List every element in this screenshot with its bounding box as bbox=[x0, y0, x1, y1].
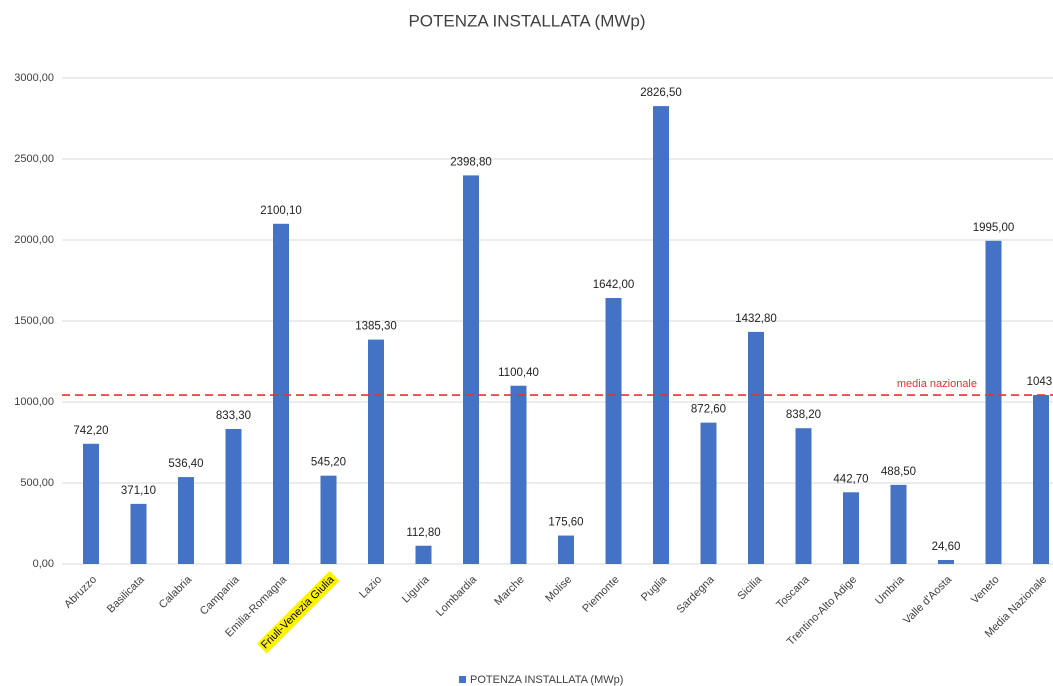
y-tick-label: 1000,00 bbox=[14, 396, 54, 408]
y-tick-label: 500,00 bbox=[20, 477, 54, 489]
chart-title: POTENZA INSTALLATA (MWp) bbox=[408, 11, 645, 30]
y-tick-label: 2000,00 bbox=[14, 234, 54, 246]
bar bbox=[890, 484, 907, 564]
x-tick-group: Puglia bbox=[639, 573, 670, 604]
x-tick-group: Sardegna bbox=[674, 573, 717, 616]
x-tick-label: Lombardia bbox=[434, 573, 480, 619]
bar bbox=[510, 385, 527, 564]
x-tick-label: Umbria bbox=[873, 573, 907, 607]
x-tick-group: Friuli-Venezia Giulia bbox=[256, 570, 340, 654]
x-tick-label: Abruzzo bbox=[62, 574, 99, 611]
data-label: 1385,30 bbox=[355, 321, 397, 333]
bar bbox=[463, 175, 479, 564]
x-tick-group: Campania bbox=[198, 573, 243, 618]
x-tick-group: Lazio bbox=[357, 574, 384, 601]
x-tick-label: Piemonte bbox=[580, 574, 621, 615]
x-tick-label: Valle d'Aosta bbox=[901, 573, 955, 627]
data-label: 371,10 bbox=[121, 485, 156, 497]
y-tick-label: 3000,00 bbox=[14, 72, 54, 84]
x-tick-group: Calabria bbox=[157, 573, 195, 611]
data-label: 1043, bbox=[1027, 376, 1053, 388]
data-label: 112,80 bbox=[406, 527, 440, 539]
x-tick-label: Sicilia bbox=[735, 573, 764, 602]
label-highlight bbox=[256, 570, 340, 654]
x-tick-group: Liguria bbox=[400, 573, 432, 605]
data-label: 536,40 bbox=[168, 458, 203, 470]
x-tick-label: Molise bbox=[543, 574, 574, 605]
data-label: 545,20 bbox=[311, 457, 346, 469]
data-label: 1432,80 bbox=[735, 313, 777, 325]
bar bbox=[700, 422, 717, 564]
x-tick-group: Molise bbox=[543, 574, 574, 605]
bar bbox=[1033, 395, 1049, 564]
data-label: 2100,10 bbox=[260, 205, 302, 217]
reference-label: media nazionale bbox=[897, 378, 977, 390]
data-label: 24,60 bbox=[932, 541, 961, 553]
bar bbox=[368, 339, 384, 564]
data-label: 2826,50 bbox=[640, 87, 682, 99]
bar bbox=[320, 475, 337, 564]
x-tick-group: Piemonte bbox=[580, 574, 621, 615]
y-tick-label: 1500,00 bbox=[14, 315, 54, 327]
x-tick-label: Basilicata bbox=[105, 573, 147, 615]
bar bbox=[83, 443, 99, 564]
x-tick-group: Basilicata bbox=[105, 573, 147, 615]
y-tick-label: 0,00 bbox=[33, 558, 54, 570]
data-label: 488,50 bbox=[881, 466, 916, 478]
x-tick-group: Marche bbox=[492, 574, 526, 608]
x-tick-group: Sicilia bbox=[735, 573, 764, 602]
bar bbox=[605, 297, 622, 564]
bar bbox=[273, 223, 289, 564]
data-label: 1995,00 bbox=[973, 222, 1015, 234]
x-tick-group: Umbria bbox=[873, 573, 907, 607]
y-tick-label: 2500,00 bbox=[14, 153, 54, 165]
x-tick-group: Abruzzo bbox=[62, 574, 99, 611]
data-label: 872,60 bbox=[691, 404, 726, 416]
x-tick-label: Puglia bbox=[639, 573, 670, 604]
data-label: 742,20 bbox=[73, 425, 108, 437]
data-label: 833,30 bbox=[216, 410, 251, 422]
x-tick-label: Liguria bbox=[400, 573, 432, 605]
x-tick-label: Campania bbox=[198, 573, 243, 618]
x-tick-group: Toscana bbox=[774, 573, 812, 611]
x-tick-group: Lombardia bbox=[434, 573, 480, 619]
x-tick-label: Veneto bbox=[969, 574, 1002, 607]
x-tick-label: Marche bbox=[492, 574, 526, 608]
bar bbox=[415, 545, 432, 564]
bar bbox=[130, 503, 147, 564]
legend-swatch bbox=[459, 676, 466, 683]
data-label: 1642,00 bbox=[593, 279, 635, 291]
x-tick-label: Lazio bbox=[357, 574, 384, 601]
legend-label: POTENZA INSTALLATA (MWp) bbox=[470, 674, 623, 686]
data-label: 838,20 bbox=[786, 409, 821, 421]
bar bbox=[795, 428, 812, 564]
x-tick-group: Veneto bbox=[969, 574, 1002, 607]
bar bbox=[985, 240, 1002, 564]
x-tick-label: Calabria bbox=[157, 573, 195, 611]
bar bbox=[558, 535, 574, 564]
x-tick-label: Toscana bbox=[774, 573, 812, 611]
x-tick-group: Valle d'Aosta bbox=[901, 573, 955, 627]
data-label: 442,70 bbox=[833, 473, 868, 485]
bar bbox=[653, 106, 669, 565]
x-tick-label: Sardegna bbox=[674, 573, 717, 616]
bar bbox=[843, 492, 859, 564]
bar bbox=[938, 560, 954, 564]
bar bbox=[178, 477, 194, 564]
data-label: 2398,80 bbox=[450, 156, 492, 168]
data-label: 175,60 bbox=[548, 517, 583, 529]
bar bbox=[748, 331, 764, 564]
data-label: 1100,40 bbox=[498, 367, 539, 379]
bar bbox=[225, 429, 242, 564]
